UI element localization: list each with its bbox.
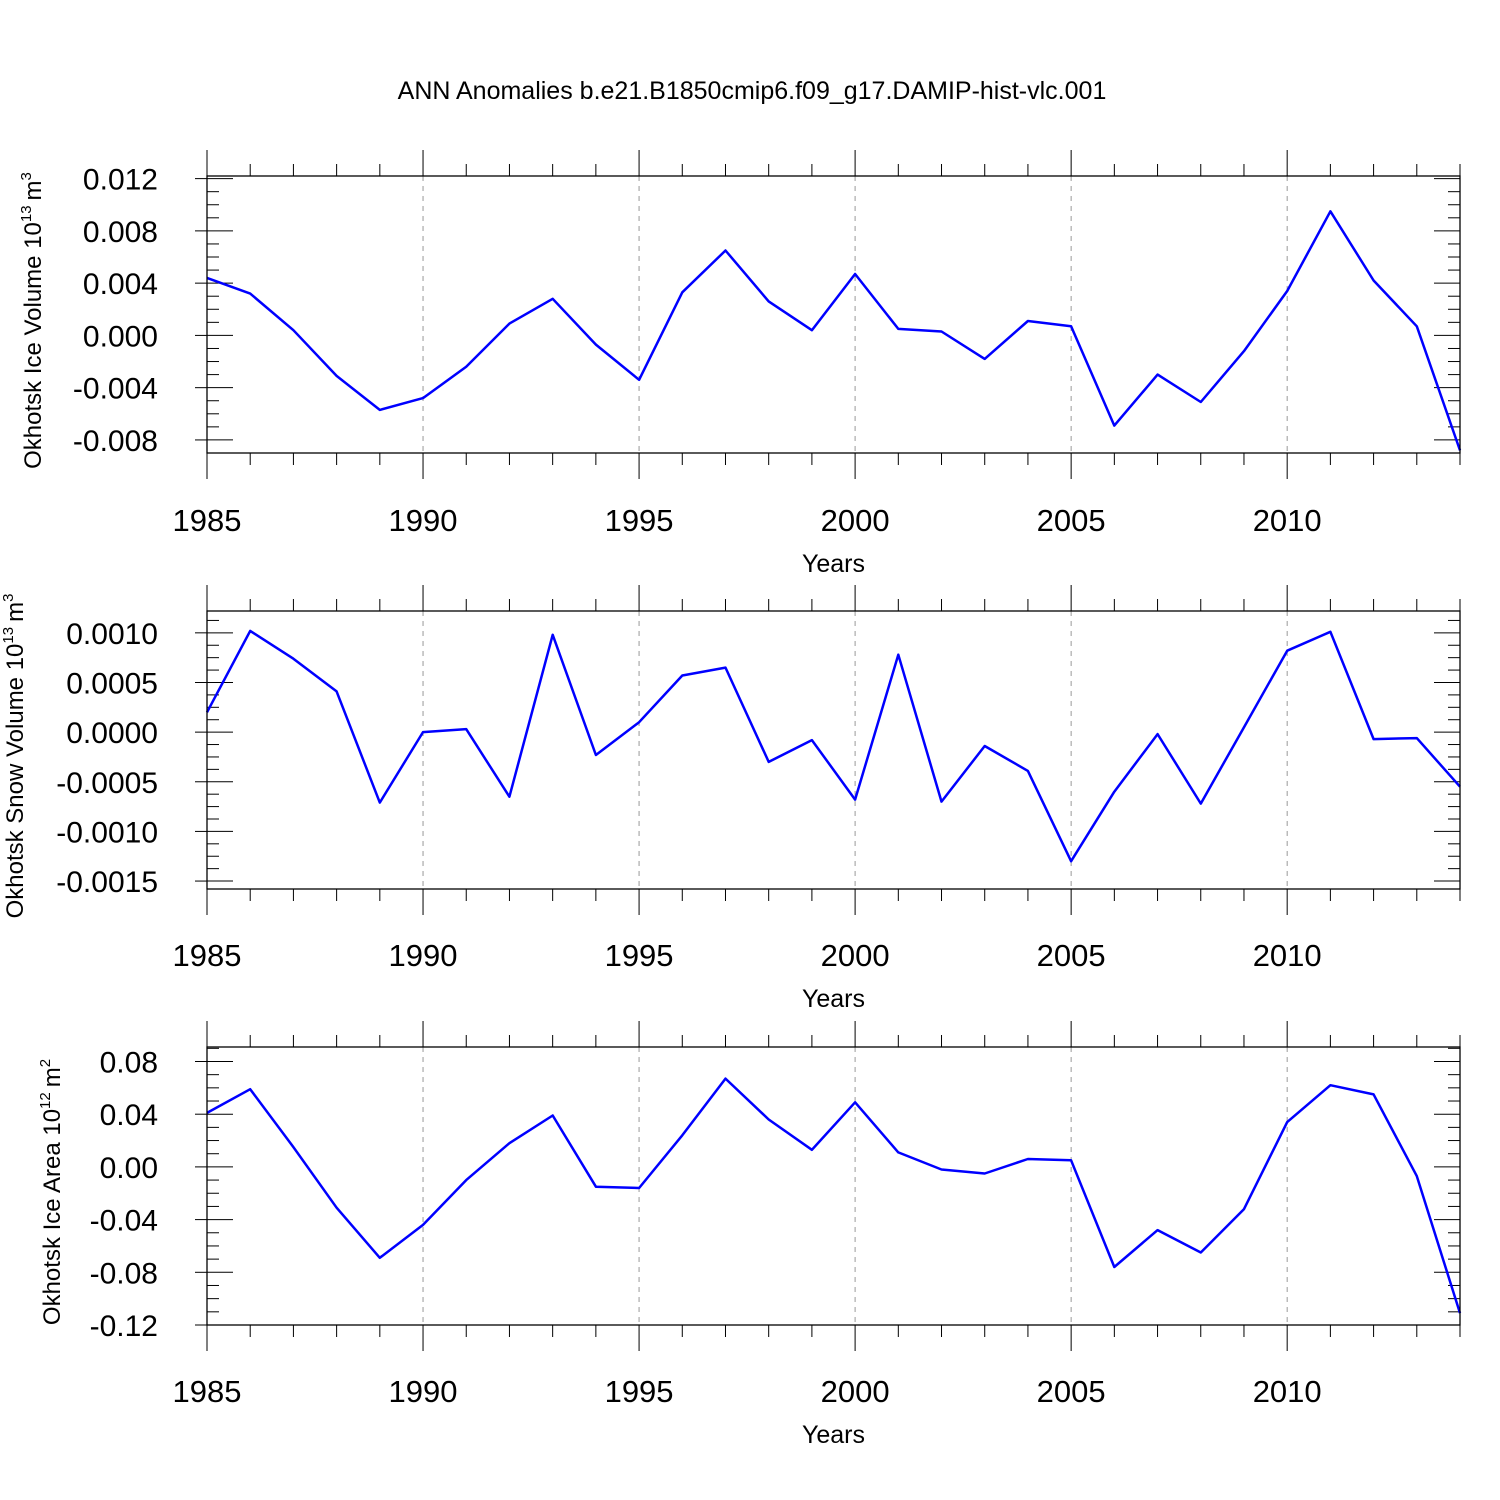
snow-volume-panel: 0.00100.00050.0000-0.0005-0.0010-0.0015 … <box>0 585 1461 1013</box>
ice-volume-x-tick-labels: 1985 1990 1995 2000 2005 2010 <box>173 503 1322 538</box>
snow-volume-y-axis-label: Okhotsk Snow Volume 1013 m3 <box>0 594 29 919</box>
ice-volume-y-label-exponent: 13 <box>18 205 35 222</box>
ice-volume-y-tick-label: 0.012 <box>83 164 158 197</box>
ice-area-y-tick-label: -0.04 <box>90 1205 158 1238</box>
ice-volume-y-label-text: Okhotsk Ice Volume 10 <box>20 222 47 469</box>
ice-area-y-tick-label: -0.12 <box>90 1310 158 1343</box>
snow-volume-y-tick-label: 0.0000 <box>66 717 158 750</box>
ice-volume-y-label-unit: m <box>20 180 47 200</box>
ice-area-x-tick-labels: 1985 1990 1995 2000 2005 2010 <box>173 1374 1322 1409</box>
ice-volume-series <box>206 210 1462 451</box>
ice-area-x-tick-label: 2000 <box>821 1374 890 1409</box>
ice-area-y-label-exponent: 12 <box>37 1092 54 1109</box>
ice-area-x-tick-label: 1985 <box>173 1374 242 1409</box>
snow-volume-series-line <box>205 629 1461 863</box>
snow-volume-y-label-text: Okhotsk Snow Volume 10 <box>2 644 29 919</box>
snow-volume-x-tick-labels: 1985 1990 1995 2000 2005 2010 <box>173 938 1322 973</box>
ice-volume-y-tick-labels: 0.012 0.008 0.004 0.000 -0.004 -0.008 <box>73 164 158 458</box>
ice-area-panel: 0.08 0.04 0.00 -0.04 -0.08 -0.12 1985 1990 1995… <box>37 1021 1462 1449</box>
ice-area-series-line <box>206 1077 1462 1314</box>
snow-volume-x-axis-label: Years <box>802 985 865 1013</box>
ice-area-y-axis-label: Okhotsk Ice Area 1012 m2 <box>37 1059 66 1325</box>
snow-volume-y-tick-labels: 0.0010 0.0005 0.0000 -0.0005 -0.0010 -0.0015 <box>56 618 158 899</box>
ice-volume-x-tick-label: 1995 <box>605 503 674 538</box>
ice-area-y-tick-labels: 0.08 0.04 0.00 -0.04 -0.08 -0.12 <box>90 1046 158 1343</box>
ice-area-y-tick-label: 0.04 <box>100 1099 158 1132</box>
snow-volume-x-tick-label: 1995 <box>605 938 674 973</box>
ice-area-x-tick-label: 2010 <box>1253 1374 1322 1409</box>
ice-area-y-tick-label: 0.00 <box>100 1152 158 1185</box>
snow-volume-y-tick-label: -0.0010 <box>56 816 158 849</box>
snow-volume-y-tick-label: -0.0015 <box>56 866 158 899</box>
ice-area-axis-ticks <box>195 1021 1461 1351</box>
ice-area-x-tick-label: 1995 <box>605 1374 674 1409</box>
ice-volume-x-tick-label: 2000 <box>821 503 890 538</box>
ice-area-y-tick-label: -0.08 <box>90 1257 158 1290</box>
ice-volume-y-tick-label: 0.000 <box>83 320 158 353</box>
ice-area-y-label-unit: m <box>39 1067 66 1087</box>
ice-area-x-axis-label: Years <box>802 1421 865 1449</box>
snow-volume-grid <box>422 611 1288 889</box>
ice-area-y-label-text: Okhotsk Ice Area 10 <box>39 1109 66 1325</box>
ice-area-y-tick-label: 0.08 <box>100 1046 158 1079</box>
snow-volume-x-tick-label: 2010 <box>1253 938 1322 973</box>
ice-volume-x-tick-label: 1990 <box>389 503 458 538</box>
snow-volume-y-tick-label: -0.0005 <box>56 767 158 800</box>
ice-volume-y-tick-label: -0.008 <box>73 425 158 458</box>
figure-title: ANN Anomalies b.e21.B1850cmip6.f09_g17.D… <box>398 77 1107 105</box>
snow-volume-axis-ticks <box>195 585 1461 915</box>
ice-area-x-tick-label: 2005 <box>1037 1374 1106 1409</box>
snow-volume-x-tick-label: 1985 <box>173 938 242 973</box>
ice-volume-grid <box>422 176 1288 453</box>
snow-volume-series <box>205 629 1461 863</box>
snow-volume-y-label-unit: m <box>2 602 29 622</box>
ice-volume-y-tick-label: -0.004 <box>73 373 158 406</box>
ice-area-y-label-unit-exponent: 2 <box>37 1059 54 1067</box>
ice-volume-y-tick-label: 0.008 <box>83 216 158 249</box>
ice-volume-x-tick-label: 2010 <box>1253 503 1322 538</box>
ice-volume-y-label-unit-exponent: 3 <box>18 172 35 180</box>
ice-volume-x-tick-label: 2005 <box>1037 503 1106 538</box>
ice-volume-x-axis-label: Years <box>802 550 865 578</box>
snow-volume-y-tick-label: 0.0010 <box>66 618 158 651</box>
ice-volume-x-tick-label: 1985 <box>173 503 242 538</box>
ice-area-series <box>206 1077 1462 1314</box>
snow-volume-y-label-unit-exponent: 3 <box>0 594 17 602</box>
snow-volume-plot-frame <box>206 610 1461 890</box>
ice-volume-y-tick-label: 0.004 <box>83 268 158 301</box>
ice-area-grid <box>422 1047 1288 1325</box>
ice-area-x-tick-label: 1990 <box>389 1374 458 1409</box>
snow-volume-x-tick-label: 2000 <box>821 938 890 973</box>
snow-volume-y-label-exponent: 13 <box>0 627 17 644</box>
ice-volume-series-line <box>206 210 1462 451</box>
ice-volume-panel: 0.012 0.008 0.004 0.000 -0.004 -0.008 1985 199… <box>18 150 1462 578</box>
ice-volume-plot-frame <box>206 175 1461 454</box>
ice-volume-y-axis-label: Okhotsk Ice Volume 1013 m3 <box>18 172 47 469</box>
snow-volume-y-tick-label: 0.0005 <box>66 667 158 700</box>
ice-area-plot-frame <box>206 1046 1461 1326</box>
snow-volume-x-tick-label: 2005 <box>1037 938 1106 973</box>
snow-volume-x-tick-label: 1990 <box>389 938 458 973</box>
